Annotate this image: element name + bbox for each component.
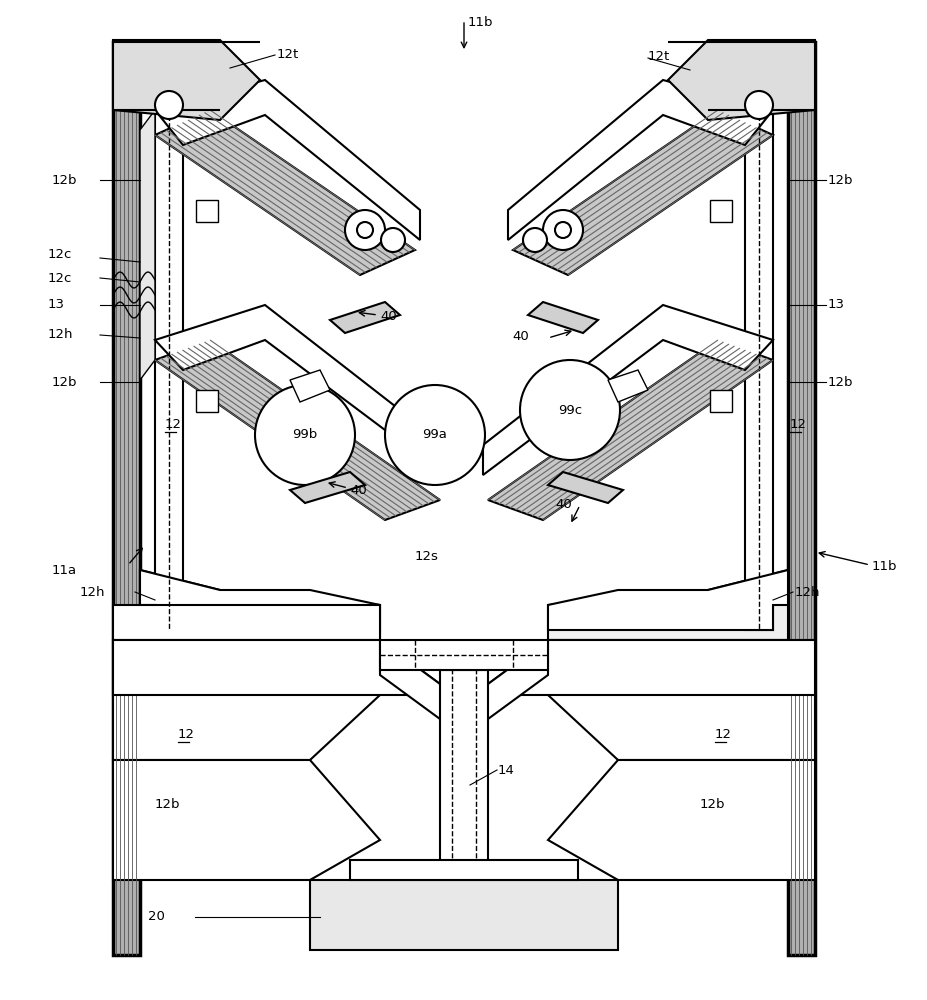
- Text: 12: 12: [178, 728, 195, 742]
- Polygon shape: [473, 640, 814, 695]
- Circle shape: [554, 222, 570, 238]
- Polygon shape: [140, 110, 155, 380]
- Circle shape: [542, 210, 582, 250]
- Text: 12t: 12t: [647, 49, 669, 62]
- Polygon shape: [113, 760, 379, 880]
- Polygon shape: [439, 670, 488, 880]
- Circle shape: [385, 385, 485, 485]
- Polygon shape: [113, 40, 260, 120]
- Polygon shape: [548, 760, 814, 880]
- Polygon shape: [548, 570, 787, 630]
- Text: 12h: 12h: [80, 585, 106, 598]
- Text: 11b: 11b: [871, 560, 896, 574]
- Text: 12b: 12b: [827, 174, 853, 186]
- Text: 12c: 12c: [48, 271, 72, 284]
- Text: 13: 13: [48, 298, 65, 312]
- Circle shape: [255, 385, 355, 485]
- Text: 99a: 99a: [422, 428, 447, 442]
- Text: 12h: 12h: [794, 585, 819, 598]
- Polygon shape: [379, 640, 454, 730]
- Text: 12: 12: [714, 728, 731, 742]
- Polygon shape: [548, 640, 814, 760]
- Circle shape: [523, 228, 546, 252]
- Text: 12c: 12c: [48, 248, 72, 261]
- Polygon shape: [709, 200, 731, 222]
- Polygon shape: [155, 340, 439, 520]
- Polygon shape: [527, 302, 597, 333]
- Polygon shape: [196, 390, 218, 412]
- Polygon shape: [113, 42, 140, 955]
- Polygon shape: [709, 390, 731, 412]
- Polygon shape: [330, 302, 400, 333]
- Polygon shape: [310, 880, 617, 950]
- Text: 20: 20: [147, 910, 165, 924]
- Text: 12b: 12b: [827, 375, 853, 388]
- Text: 14: 14: [498, 764, 514, 776]
- Text: 40: 40: [379, 310, 397, 322]
- Polygon shape: [140, 570, 379, 640]
- Polygon shape: [488, 340, 772, 520]
- Polygon shape: [155, 110, 414, 275]
- Circle shape: [155, 91, 183, 119]
- Text: 13: 13: [827, 298, 844, 312]
- Circle shape: [345, 210, 385, 250]
- Polygon shape: [667, 40, 814, 120]
- Polygon shape: [513, 110, 772, 275]
- Circle shape: [744, 91, 772, 119]
- Polygon shape: [548, 472, 622, 503]
- Text: 12: 12: [165, 418, 182, 432]
- Text: 40: 40: [349, 484, 366, 496]
- Text: 12b: 12b: [52, 174, 78, 186]
- Polygon shape: [473, 640, 548, 730]
- Text: 12s: 12s: [414, 550, 438, 564]
- Text: 12b: 12b: [699, 798, 725, 812]
- Text: 12h: 12h: [48, 328, 73, 342]
- Text: 11b: 11b: [467, 15, 493, 28]
- Polygon shape: [155, 108, 183, 630]
- Polygon shape: [289, 370, 330, 402]
- Polygon shape: [113, 605, 379, 640]
- Text: 12b: 12b: [155, 798, 181, 812]
- Polygon shape: [113, 640, 454, 695]
- Polygon shape: [548, 570, 787, 640]
- Polygon shape: [787, 42, 814, 955]
- Text: 40: 40: [554, 498, 571, 512]
- Polygon shape: [140, 570, 379, 630]
- Polygon shape: [155, 80, 420, 240]
- Text: 99c: 99c: [557, 403, 581, 416]
- Polygon shape: [155, 305, 445, 475]
- Polygon shape: [113, 640, 379, 760]
- Polygon shape: [196, 200, 218, 222]
- Polygon shape: [379, 640, 548, 670]
- Polygon shape: [744, 108, 772, 630]
- Polygon shape: [349, 860, 578, 880]
- Circle shape: [357, 222, 373, 238]
- Text: 12: 12: [789, 418, 806, 432]
- Polygon shape: [289, 472, 364, 503]
- Text: 12b: 12b: [52, 375, 78, 388]
- Polygon shape: [507, 80, 772, 240]
- Text: 40: 40: [512, 330, 528, 344]
- Text: 11a: 11a: [52, 564, 77, 576]
- Text: 12t: 12t: [276, 47, 298, 60]
- Text: 99b: 99b: [292, 428, 317, 442]
- Polygon shape: [482, 305, 772, 475]
- Circle shape: [519, 360, 619, 460]
- Circle shape: [381, 228, 404, 252]
- Polygon shape: [607, 370, 647, 402]
